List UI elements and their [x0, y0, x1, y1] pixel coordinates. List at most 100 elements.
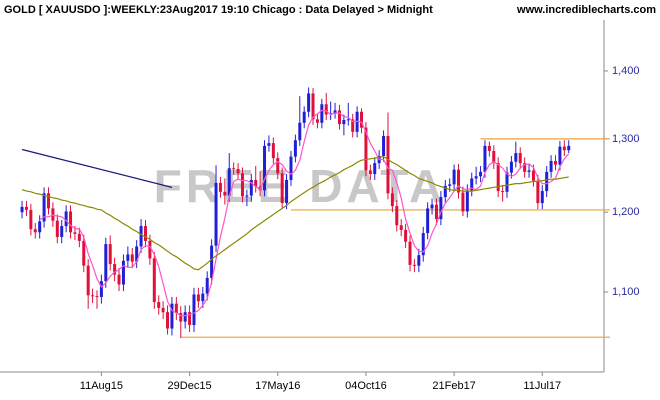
candle-body [82, 240, 86, 266]
candle-body [218, 182, 222, 192]
candle-body [386, 136, 390, 194]
candle-body [271, 143, 275, 159]
candle-body [91, 295, 95, 297]
candle-body [77, 233, 81, 241]
candle-body [55, 220, 59, 237]
candle-body [448, 184, 452, 186]
candle-body [373, 163, 377, 175]
candle-body [73, 232, 77, 234]
candle-body [426, 208, 430, 234]
moving-average [21, 155, 569, 271]
candle-body [479, 171, 483, 177]
candle-body [324, 104, 328, 115]
source: www.incrediblecharts.com [516, 4, 656, 16]
candle-body [527, 170, 531, 172]
candle-body [42, 193, 46, 222]
candle-body [430, 204, 434, 209]
candle-body [408, 241, 412, 265]
candle-body [214, 182, 218, 246]
candle-body [412, 264, 416, 266]
candle-body [192, 294, 196, 326]
candle-body [509, 161, 513, 173]
candle-body [558, 146, 562, 165]
candle-body [439, 197, 443, 220]
candle-body [236, 168, 240, 174]
candle-body [360, 111, 364, 128]
y-tick-label: 1,200 [612, 206, 640, 218]
candle-body [351, 119, 355, 132]
x-tick-label: 21Feb17 [432, 380, 475, 392]
candle-body [46, 193, 50, 209]
candle-body [254, 179, 258, 187]
candle-body [443, 185, 447, 198]
candle-body [157, 302, 161, 308]
candle-body [399, 225, 403, 230]
candle-body [293, 140, 297, 157]
candle-body [368, 170, 372, 175]
candle-body [223, 191, 227, 196]
candle-body [421, 233, 425, 256]
candle-body [549, 160, 553, 172]
candle-body [496, 163, 500, 192]
candle-body [342, 120, 346, 125]
candle-body [417, 255, 421, 266]
candle-body [280, 173, 284, 204]
candle-body [95, 296, 99, 298]
candle-body [245, 195, 249, 197]
candle-body [249, 179, 253, 196]
candle-body [69, 211, 73, 233]
trendline [21, 148, 173, 188]
candle-body [487, 145, 491, 151]
candle-body [523, 163, 527, 172]
candle-body [434, 204, 438, 220]
candle-body [395, 206, 399, 226]
candle-body [404, 229, 408, 242]
candle-body [152, 258, 156, 303]
x-tick-label: 29Dec15 [168, 380, 212, 392]
candle-body [483, 145, 487, 172]
candle-body [60, 226, 64, 237]
candle-body [104, 244, 108, 282]
candle-body [174, 303, 178, 314]
candle-body [113, 264, 117, 275]
candle-body [302, 111, 306, 123]
watermark: FREE DATA [154, 160, 446, 212]
candle-body [51, 208, 55, 221]
candle-body [452, 169, 456, 185]
y-tick-label: 1,100 [612, 286, 640, 298]
candle-body [545, 171, 549, 192]
candle-body [518, 153, 522, 164]
candle-body [33, 229, 37, 233]
candle-body [227, 168, 231, 196]
candle-body [562, 146, 566, 151]
candle-body [210, 245, 214, 278]
candle-body [531, 170, 535, 181]
candle-body [38, 221, 42, 233]
candle-body [492, 150, 496, 164]
candle-body [143, 226, 147, 241]
candle-body [505, 172, 509, 192]
candle-body [333, 110, 337, 114]
candle-body [315, 119, 319, 123]
candle-body [130, 254, 134, 262]
candle-body [465, 190, 469, 212]
candle-body [536, 180, 540, 204]
candle-body [20, 206, 24, 213]
candle-body [24, 206, 28, 210]
candle-body [364, 127, 368, 171]
candle-body [289, 156, 293, 180]
candle-body [196, 294, 200, 302]
candle-body [554, 160, 558, 165]
candle-body [307, 93, 311, 112]
candle-body [285, 179, 289, 204]
candle-body [514, 153, 518, 162]
candle-body [298, 122, 302, 141]
candle-body [311, 93, 315, 120]
candle-body [183, 312, 187, 322]
candle-body [567, 145, 571, 151]
candle-body [382, 136, 386, 156]
candle-body [263, 145, 267, 191]
candle-body [457, 169, 461, 193]
candle-body [148, 240, 152, 259]
